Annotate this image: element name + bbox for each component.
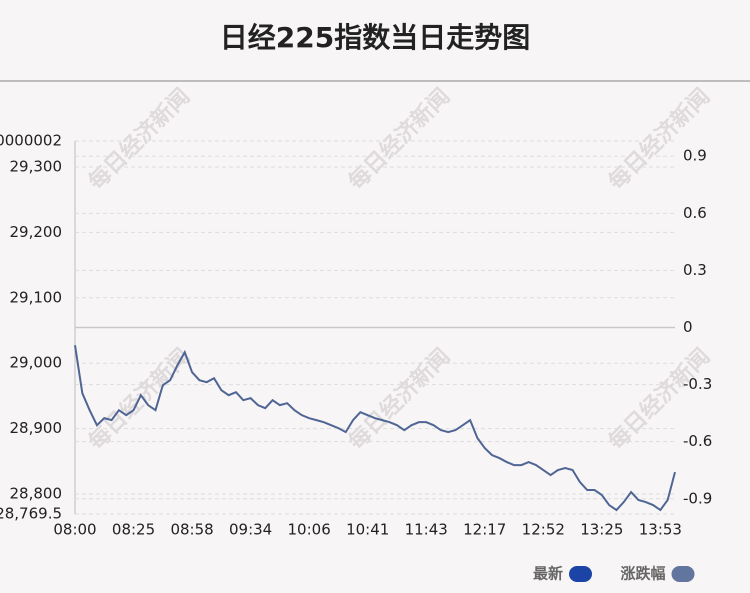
watermark: 每日经济新闻	[343, 343, 455, 455]
price-line	[74, 345, 676, 512]
watermark: 每日经济新闻	[83, 83, 195, 195]
y-tick-label: 28,800	[10, 485, 63, 503]
y-tick-label: 28,769.5	[0, 505, 62, 523]
x-tick-label: 09:34	[229, 521, 272, 539]
y-tick-label: 29,339.70000000002	[0, 132, 62, 150]
x-tick-label: 08:58	[170, 521, 213, 539]
y-tick-label: 28,900	[10, 419, 63, 437]
y2-tick-label: 0.6	[683, 204, 707, 222]
watermark: 每日经济新闻	[343, 83, 455, 195]
x-tick-label: 10:41	[346, 521, 389, 539]
y2-tick-label: -0.9	[683, 489, 712, 507]
x-tick-label: 11:43	[405, 521, 448, 539]
y2-tick-label: 0	[683, 318, 693, 336]
x-tick-label: 10:06	[288, 521, 331, 539]
legend-swatch	[569, 566, 593, 582]
legend-swatch	[671, 566, 695, 582]
x-tick-label: 13:25	[580, 521, 623, 539]
chart-title: 日经225指数当日走势图	[220, 21, 530, 54]
x-tick-label: 08:00	[53, 521, 96, 539]
y2-tick-label: 0.3	[683, 261, 707, 279]
watermark: 每日经济新闻	[603, 83, 715, 195]
y2-tick-label: -0.3	[683, 375, 712, 393]
x-tick-label: 08:25	[112, 521, 155, 539]
x-tick-label: 13:53	[639, 521, 682, 539]
y2-tick-label: 0.9	[683, 147, 707, 165]
x-tick-label: 12:52	[522, 521, 565, 539]
y-tick-label: 29,000	[10, 354, 63, 372]
y2-tick-label: -0.6	[683, 432, 712, 450]
x-tick-label: 12:17	[463, 521, 506, 539]
legend-label: 涨跌幅	[621, 565, 666, 583]
y-tick-label: 29,100	[10, 288, 63, 306]
legend-label: 最新	[533, 565, 563, 583]
y-tick-label: 29,200	[10, 223, 63, 241]
y-tick-label: 29,300	[10, 157, 63, 175]
